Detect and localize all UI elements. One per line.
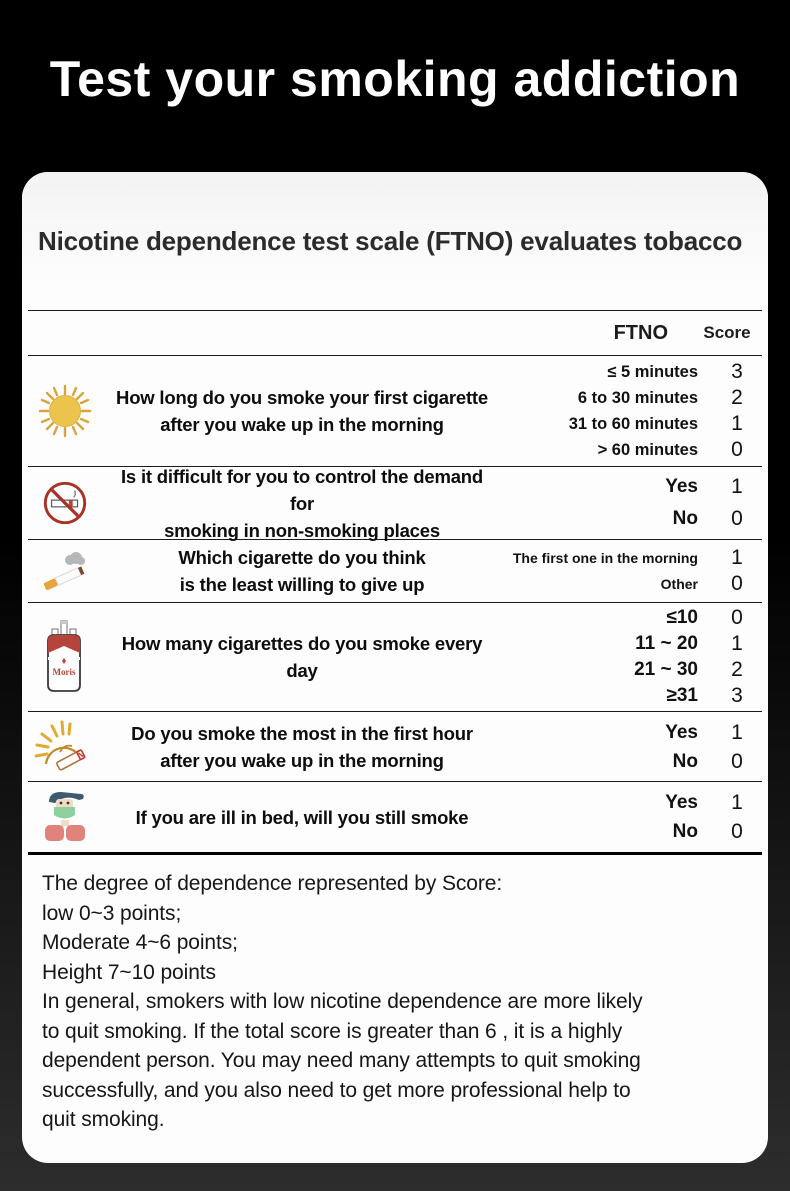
cigarette-pack-icon: Moris: [22, 617, 108, 697]
option-label: No: [672, 750, 698, 772]
score-value: 0: [731, 507, 743, 530]
score-value: 3: [731, 360, 743, 383]
legend-line: quit smoking.: [42, 1108, 165, 1131]
question-text: If you are ill in bed, will you still sm…: [135, 806, 469, 828]
option-label: 6 to 30 minutes: [577, 389, 698, 407]
score-value: 1: [731, 475, 743, 498]
score-values: 1 0: [706, 545, 768, 597]
question-text: Is it difficult for you to control the d…: [120, 465, 484, 541]
score-value: 0: [731, 820, 743, 843]
legend-line: low 0~3 points;: [42, 901, 182, 925]
option-label: Yes: [665, 792, 698, 813]
divider: [28, 711, 762, 712]
table-row: If you are ill in bed, will you still sm…: [22, 782, 768, 852]
score-value: 1: [731, 720, 743, 744]
table-row: How long do you smoke your first cigaret…: [22, 356, 768, 466]
option-label: 11 ~ 20: [635, 633, 698, 654]
option-label: ≤ 5 minutes: [607, 363, 698, 381]
svg-text:Moris: Moris: [53, 667, 76, 677]
legend-line: Height 7~10 points: [42, 960, 216, 984]
card-header: Nicotine dependence test scale (FTNO) ev…: [22, 172, 768, 310]
divider: [28, 310, 762, 311]
sick-person-icon: [22, 786, 108, 848]
test-card: Nicotine dependence test scale (FTNO) ev…: [22, 172, 768, 1163]
divider: [28, 781, 762, 782]
score-value: 3: [731, 684, 743, 707]
legend-line: The degree of dependence represented by …: [42, 872, 503, 895]
option-label: ≤10: [666, 607, 698, 628]
score-legend: The degree of dependence represented by …: [22, 855, 768, 1135]
option-label: Other: [660, 576, 698, 592]
divider: [28, 466, 762, 467]
column-header-score: Score: [703, 323, 751, 342]
score-values: 3 2 1 0: [706, 359, 768, 463]
question-text: Which cigarette do you think is the leas…: [178, 547, 426, 595]
score-value: 2: [731, 386, 743, 409]
score-value: 0: [731, 572, 743, 595]
legend-line: In general, smokers with low nicotine de…: [42, 990, 643, 1013]
table-row: Moris How many cigarettes do you smoke e…: [22, 603, 768, 711]
legend-line: successfully, and you also need to get m…: [42, 1078, 631, 1102]
option-label: Yes: [665, 476, 698, 497]
legend-line: to quit smoking. If the total score is g…: [42, 1019, 623, 1043]
table-header-row: FTNO Score: [22, 311, 768, 355]
legend-line: Moderate 4~6 points;: [42, 931, 238, 954]
score-value: 1: [731, 632, 743, 655]
option-label: Yes: [665, 721, 698, 743]
legend-line: dependent person. You may need many atte…: [42, 1049, 641, 1072]
score-values: 1 0: [706, 718, 768, 776]
table-row: Which cigarette do you think is the leas…: [22, 540, 768, 602]
sunrise-cigarette-icon: [22, 718, 108, 776]
option-label: The first one in the morning: [512, 550, 698, 566]
ftno-options: Yes No: [496, 718, 706, 776]
score-values: 0 1 2 3: [706, 605, 768, 709]
option-label: No: [672, 508, 698, 529]
score-value: 1: [731, 546, 743, 569]
divider: [28, 539, 762, 540]
option-label: 31 to 60 minutes: [568, 415, 698, 433]
question-text: Do you smoke the most in the first hour …: [131, 722, 473, 771]
ftno-options: Yes No: [496, 471, 706, 535]
score-value: 1: [731, 791, 743, 814]
ftno-options: ≤10 11 ~ 20 21 ~ 30 ≥31: [496, 605, 706, 709]
question-text: How many cigarettes do you smoke every d…: [121, 633, 483, 681]
score-value: 0: [731, 438, 743, 461]
table-row: Do you smoke the most in the first hour …: [22, 712, 768, 781]
option-label: ≥31: [666, 685, 698, 706]
divider: [28, 355, 762, 356]
divider: [28, 602, 762, 603]
question-text: How long do you smoke your first cigaret…: [116, 387, 488, 435]
no-smoking-icon: [22, 478, 108, 528]
table-row: Is it difficult for you to control the d…: [22, 466, 768, 541]
card-header-title: Nicotine dependence test scale (FTNO) ev…: [38, 225, 743, 256]
page-title: Test your smoking addiction: [49, 51, 741, 107]
option-label: > 60 minutes: [597, 441, 698, 459]
score-value: 0: [731, 749, 743, 773]
cigarette-icon: [22, 548, 108, 594]
ftno-options: Yes No: [496, 788, 706, 846]
divider: [28, 852, 762, 855]
score-values: 1 0: [706, 788, 768, 846]
score-value: 2: [731, 658, 743, 681]
ftno-options: ≤ 5 minutes 6 to 30 minutes 31 to 60 min…: [496, 359, 706, 463]
sun-icon: [22, 383, 108, 439]
option-label: No: [672, 821, 698, 842]
option-label: 21 ~ 30: [634, 659, 698, 680]
score-values: 1 0: [706, 471, 768, 535]
score-value: 1: [731, 412, 743, 435]
ftno-options: The first one in the morning Other: [496, 545, 706, 597]
column-header-ftno: FTNO: [613, 321, 668, 344]
score-value: 0: [731, 606, 743, 629]
